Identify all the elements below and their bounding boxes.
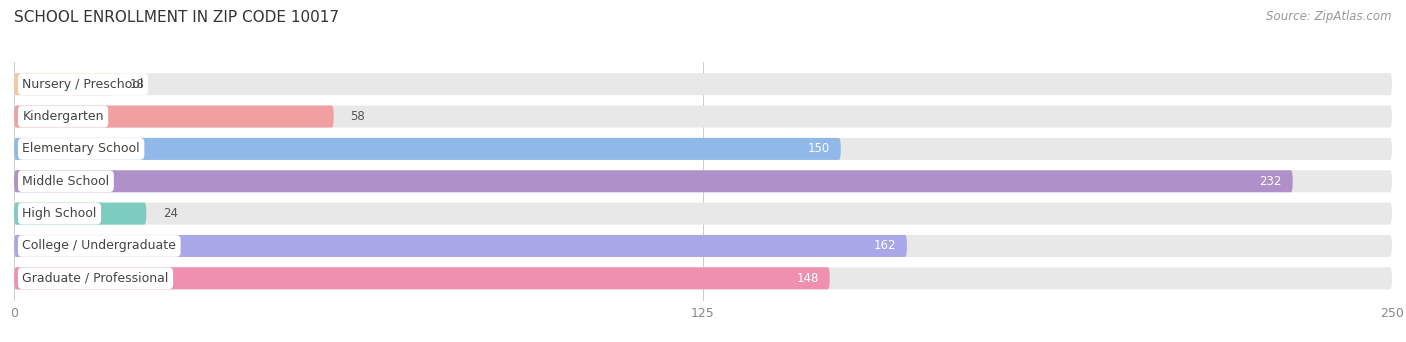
Text: High School: High School (22, 207, 97, 220)
Text: 232: 232 (1260, 175, 1282, 188)
Text: Elementary School: Elementary School (22, 142, 141, 155)
Text: Graduate / Professional: Graduate / Professional (22, 272, 169, 285)
FancyBboxPatch shape (14, 138, 841, 160)
Text: College / Undergraduate: College / Undergraduate (22, 239, 176, 252)
FancyBboxPatch shape (14, 235, 1392, 257)
FancyBboxPatch shape (14, 138, 1392, 160)
FancyBboxPatch shape (14, 202, 1392, 225)
FancyBboxPatch shape (14, 106, 333, 128)
FancyBboxPatch shape (14, 106, 1392, 128)
FancyBboxPatch shape (14, 267, 1392, 289)
Text: 18: 18 (129, 78, 145, 91)
Text: Source: ZipAtlas.com: Source: ZipAtlas.com (1267, 10, 1392, 23)
FancyBboxPatch shape (14, 267, 830, 289)
Text: Middle School: Middle School (22, 175, 110, 188)
Text: 150: 150 (807, 142, 830, 155)
FancyBboxPatch shape (14, 235, 907, 257)
FancyBboxPatch shape (14, 202, 146, 225)
Text: Nursery / Preschool: Nursery / Preschool (22, 78, 143, 91)
Text: Kindergarten: Kindergarten (22, 110, 104, 123)
FancyBboxPatch shape (14, 170, 1292, 192)
Text: 24: 24 (163, 207, 179, 220)
FancyBboxPatch shape (14, 170, 1392, 192)
Text: 162: 162 (873, 239, 896, 252)
Text: 58: 58 (350, 110, 366, 123)
Text: SCHOOL ENROLLMENT IN ZIP CODE 10017: SCHOOL ENROLLMENT IN ZIP CODE 10017 (14, 10, 339, 25)
FancyBboxPatch shape (14, 73, 114, 95)
FancyBboxPatch shape (14, 73, 1392, 95)
Text: 148: 148 (796, 272, 818, 285)
